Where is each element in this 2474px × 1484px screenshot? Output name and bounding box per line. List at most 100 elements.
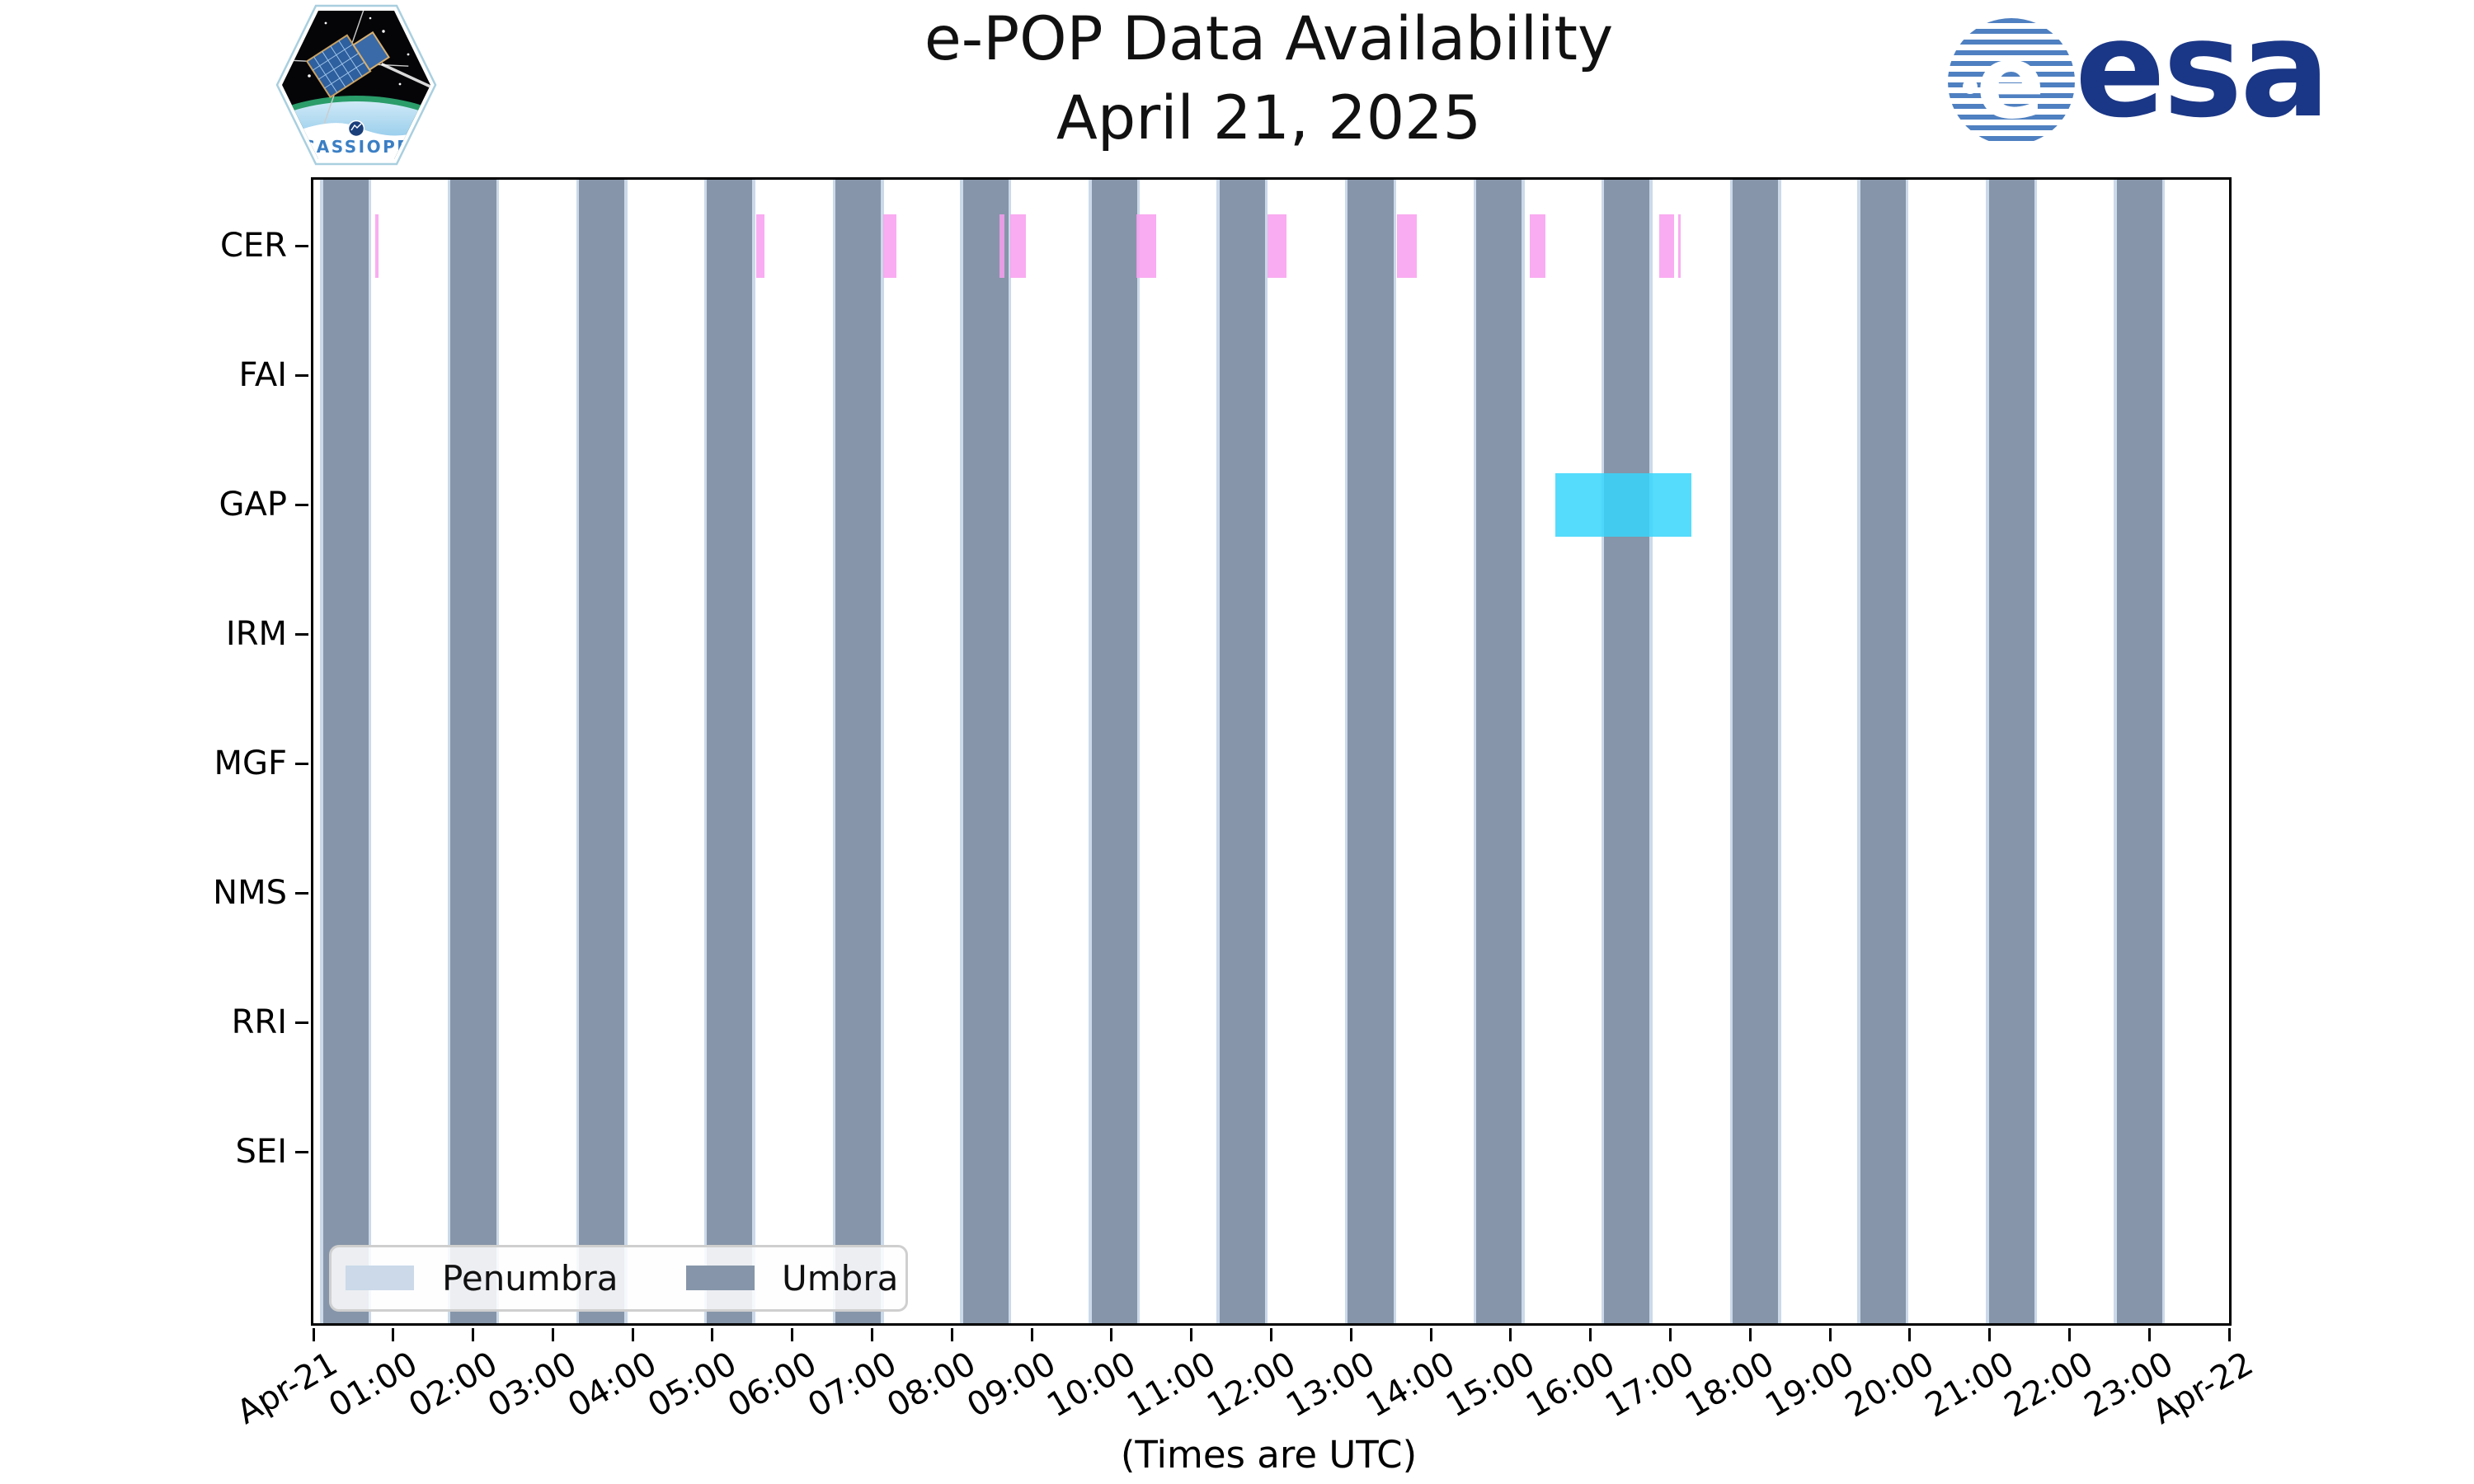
x-tick-label: 07:00 — [801, 1345, 903, 1425]
x-tick-label: 19:00 — [1759, 1345, 1861, 1425]
x-tick-mark — [1748, 1328, 1752, 1341]
x-tick-label: 06:00 — [721, 1345, 823, 1425]
x-tick-mark — [791, 1328, 794, 1341]
umbra-bar — [1348, 180, 1394, 1323]
chart-plot-area: Apr-21 01:00 02:00 03:00 04:00 05:00 06:00 07:0… — [213, 177, 2260, 1432]
x-tick-label: Apr-21 — [230, 1345, 344, 1432]
penumbra-bar — [1905, 180, 1909, 1323]
x-tick-mark — [1429, 1328, 1432, 1341]
umbra-bar — [707, 180, 753, 1323]
y-tick-label: IRM — [225, 615, 287, 653]
x-tick-mark — [472, 1328, 475, 1341]
x-tick-label: 16:00 — [1519, 1345, 1621, 1425]
y-tick-label: RRI — [231, 1003, 287, 1041]
y-tick-mark — [295, 1150, 308, 1153]
data-bar-cer — [1397, 214, 1417, 278]
y-tick-mark — [295, 503, 308, 506]
x-tick-label: 03:00 — [482, 1345, 584, 1425]
x-tick-mark — [1030, 1328, 1033, 1341]
umbra-bar — [579, 180, 625, 1323]
x-tick-label: 02:00 — [402, 1345, 504, 1425]
penumbra-bar — [1601, 180, 1605, 1323]
x-tick-label: 05:00 — [642, 1345, 743, 1425]
cassiope-logo-text: CASSIOPE — [303, 137, 411, 157]
umbra-bar — [322, 180, 369, 1323]
umbra-bar — [1219, 180, 1265, 1323]
y-tick-label: SEI — [235, 1133, 287, 1171]
x-tick-label: 01:00 — [322, 1345, 424, 1425]
penumbra-bar — [1986, 180, 1989, 1323]
x-tick-label: 08:00 — [881, 1345, 983, 1425]
x-tick-mark — [2227, 1328, 2231, 1341]
data-bar-cer — [1136, 214, 1157, 278]
data-bar-gap — [1555, 472, 1691, 537]
penumbra-bar — [496, 180, 500, 1323]
x-tick-mark — [1589, 1328, 1592, 1341]
satellite-graphic — [285, 11, 430, 139]
cassiope-logo: CASSIOPE — [275, 4, 437, 166]
penumbra-bar — [1857, 180, 1860, 1323]
y-tick-mark — [295, 1021, 308, 1024]
data-bar-cer — [999, 214, 1005, 278]
penumbra-bar — [2034, 180, 2038, 1323]
data-bar-cer — [1009, 214, 1027, 278]
x-tick-mark — [1349, 1328, 1352, 1341]
penumbra-bar — [1264, 180, 1268, 1323]
data-bar-cer — [1267, 214, 1286, 278]
y-tick-mark — [295, 244, 308, 247]
chart-title-line2: April 21, 2025 — [1056, 83, 1482, 153]
y-tick-label: CER — [220, 227, 287, 265]
data-bar-cer — [374, 214, 379, 278]
legend-penumbra-swatch — [346, 1266, 414, 1290]
legend-umbra-swatch — [686, 1266, 755, 1290]
umbra-bar — [2116, 180, 2162, 1323]
y-tick-label: NMS — [213, 874, 287, 912]
umbra-bar — [835, 180, 882, 1323]
esa-globe-dot — [1963, 79, 1978, 94]
data-bar-cer — [883, 214, 896, 278]
penumbra-bar — [2114, 180, 2117, 1323]
xaxis-title: (Times are UTC) — [1120, 1433, 1418, 1477]
umbra-bar — [450, 180, 496, 1323]
x-tick-label: 18:00 — [1679, 1345, 1781, 1425]
umbra-bar — [1988, 180, 2034, 1323]
x-tick-label: 22:00 — [1998, 1345, 2100, 1425]
esa-globe-icon: e — [1948, 18, 2075, 145]
esa-globe-e: e — [1976, 23, 2046, 142]
x-tick-mark — [871, 1328, 874, 1341]
penumbra-bar — [1216, 180, 1220, 1323]
x-tick-mark — [2067, 1328, 2071, 1341]
x-tick-label: 15:00 — [1440, 1345, 1541, 1425]
penumbra-bar — [624, 180, 628, 1323]
x-tick-mark — [2147, 1328, 2151, 1341]
x-tick-mark — [1270, 1328, 1272, 1341]
x-tick-label: 17:00 — [1599, 1345, 1701, 1425]
legend-penumbra-label: Penumbra — [442, 1258, 618, 1298]
x-tick-label: 13:00 — [1280, 1345, 1382, 1425]
penumbra-bar — [752, 180, 755, 1323]
x-tick-mark — [1110, 1328, 1113, 1341]
data-bar-cer — [1678, 214, 1681, 278]
penumbra-bar — [576, 180, 580, 1323]
legend-umbra-label: Umbra — [782, 1258, 899, 1298]
penumbra-bar — [1009, 180, 1012, 1323]
penumbra-bar — [960, 180, 963, 1323]
penumbra-bar — [1345, 180, 1348, 1323]
data-bar-cer — [756, 214, 764, 278]
legend: Penumbra Umbra — [329, 1245, 908, 1312]
data-bar-cer — [1658, 214, 1675, 278]
penumbra-bar — [1778, 180, 1781, 1323]
x-tick-label: 12:00 — [1200, 1345, 1302, 1425]
x-tick-mark — [1908, 1328, 1912, 1341]
umbra-bar — [1476, 180, 1522, 1323]
x-tick-label: 11:00 — [1120, 1345, 1222, 1425]
penumbra-bar — [1393, 180, 1396, 1323]
umbra-bar — [1091, 180, 1137, 1323]
page-title: e-POP Data Availability April 21, 2025 — [311, 0, 2227, 158]
x-tick-mark — [1988, 1328, 1992, 1341]
y-tick-mark — [295, 373, 308, 377]
penumbra-bar — [881, 180, 884, 1323]
umbra-bar — [1604, 180, 1650, 1323]
x-tick-mark — [631, 1328, 634, 1341]
y-tick-mark — [295, 891, 308, 895]
